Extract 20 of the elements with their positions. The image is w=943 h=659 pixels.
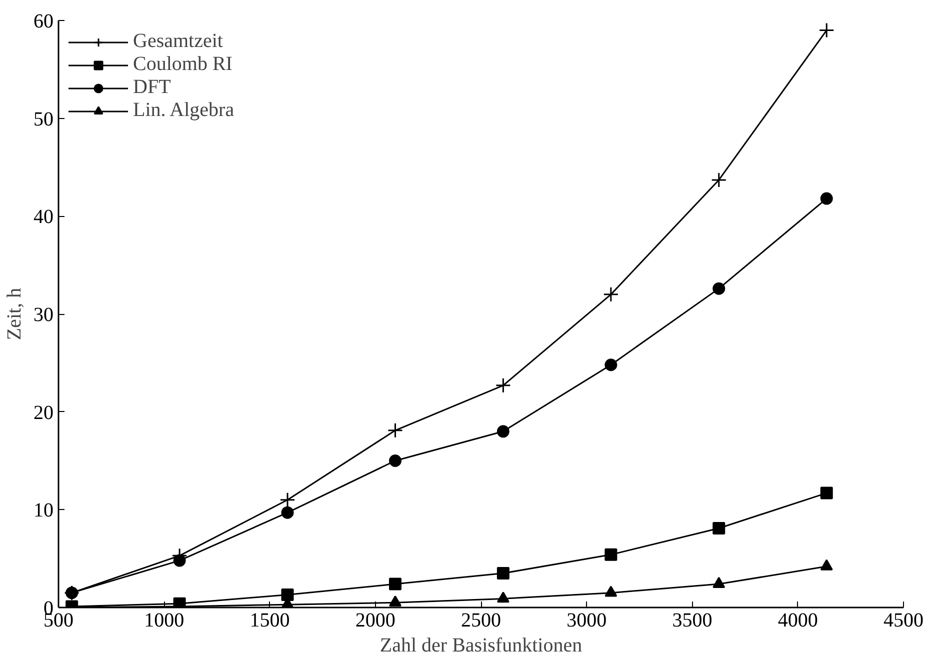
y-tick-label: 20 xyxy=(34,402,54,424)
y-tick-label: 50 xyxy=(34,108,54,130)
y-tick-label: 30 xyxy=(34,304,54,326)
x-tick-label: 3000 xyxy=(566,610,607,632)
y-tick-label: 60 xyxy=(34,10,54,32)
legend-label: DFT xyxy=(133,76,171,99)
x-tick-label: 1000 xyxy=(144,610,184,632)
x-tick-label: 3500 xyxy=(672,610,712,632)
x-tick-label: 4000 xyxy=(778,610,818,632)
x-axis-title: Zahl der Basisfunktionen xyxy=(380,634,582,656)
x-tick-label: 2000 xyxy=(355,610,396,632)
x-tick-label: 2500 xyxy=(461,610,501,632)
legend-label: Lin. Algebra xyxy=(133,99,234,122)
y-axis-title: Zeit, h xyxy=(4,288,26,340)
y-tick-label: 10 xyxy=(34,500,54,522)
x-tick-label: 1500 xyxy=(250,610,290,632)
x-tick-label: 4500 xyxy=(884,610,924,632)
legend-label: Gesamtzeit xyxy=(133,30,223,53)
y-tick-label: 40 xyxy=(34,206,54,228)
legend-label: Coulomb RI xyxy=(133,53,232,76)
